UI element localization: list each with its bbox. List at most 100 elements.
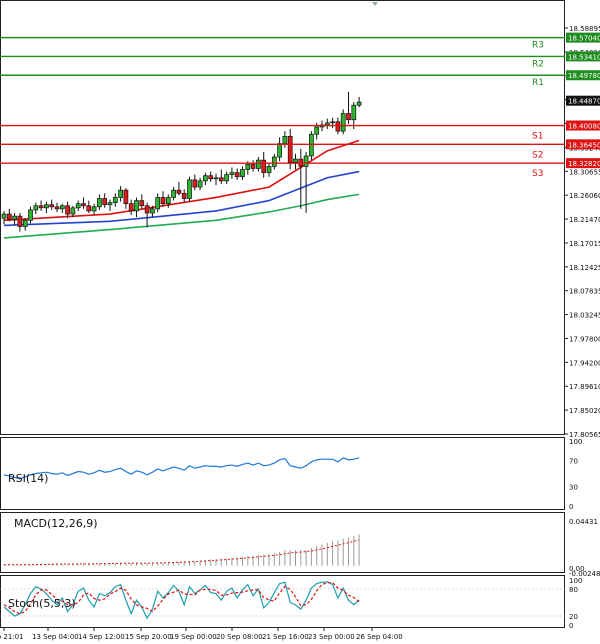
- level-price-tag: [566, 51, 600, 62]
- candle-body: [261, 159, 267, 173]
- time-tick-label: 26 Sep 04:00: [356, 633, 403, 641]
- candle-body: [123, 189, 129, 205]
- candle-body: [59, 205, 65, 210]
- moving-averages: [3, 139, 360, 239]
- candle-body: [28, 209, 33, 221]
- candle-body: [330, 121, 335, 124]
- candle-body: [250, 163, 256, 169]
- price-tick-label: 18.03245: [569, 312, 600, 320]
- candle-body: [229, 172, 235, 176]
- level-price-label: 18.32820: [568, 160, 600, 168]
- candle-body: [245, 163, 251, 170]
- rsi-title: RSI(14): [8, 472, 48, 485]
- last-price-marker: 18.44870: [566, 95, 600, 106]
- level-name: R1: [532, 78, 544, 88]
- price-tick-label: 18.26060: [569, 192, 600, 200]
- level-price-tag: [566, 139, 600, 150]
- candle-body: [293, 158, 298, 163]
- candle-body: [128, 203, 134, 212]
- price-tick-label: 17.80565: [569, 431, 600, 439]
- level-price-label: 18.49780: [568, 72, 600, 80]
- rsi-tick-label: 100: [569, 438, 582, 446]
- candle-body: [356, 101, 362, 106]
- candle-body: [91, 206, 97, 212]
- candle-body: [22, 219, 28, 227]
- time-tick-label: 15 Sep 20:00: [125, 633, 172, 641]
- level-name: S1: [532, 132, 543, 142]
- level-price-tag: [566, 158, 600, 169]
- price-tick-label: 17.97800: [569, 335, 600, 343]
- candle-body: [324, 122, 330, 126]
- level-name: S2: [532, 150, 543, 160]
- macd-tick-label: 0.00: [569, 565, 585, 573]
- level-price-tag: [566, 32, 600, 43]
- candle-body: [33, 205, 39, 211]
- candle-body: [282, 135, 288, 144]
- candle-body: [160, 197, 166, 205]
- price-tick-label: 18.30655: [569, 168, 600, 176]
- candle-body: [1, 213, 7, 219]
- macd-panel-frame: [0, 512, 565, 573]
- candle-body: [176, 189, 182, 194]
- macd-signal-line: [3, 539, 360, 566]
- candle-body: [102, 198, 108, 206]
- candle-body: [17, 215, 23, 227]
- price-tick-label: 18.12425: [569, 264, 600, 272]
- last-price-tag: [566, 95, 600, 106]
- candles: [1, 91, 362, 232]
- time-tick-label: 19 Sep 00:00: [170, 633, 217, 641]
- candle-body: [197, 180, 203, 188]
- price-tick-label: 17.89610: [569, 383, 600, 391]
- candle-body: [181, 192, 187, 199]
- stoch-tick-label: 100: [569, 577, 582, 585]
- moving-average-line: [3, 139, 360, 222]
- stoch-title: Stoch(5,5,3): [8, 597, 76, 610]
- candle-body: [38, 205, 44, 209]
- candle-body: [213, 177, 219, 180]
- price-tick-label: 17.94200: [569, 359, 600, 367]
- time-tick-label: Sep 21:01: [0, 633, 24, 641]
- candle-body: [6, 213, 12, 220]
- time-tick-label: 23 Sep 00:00: [308, 633, 355, 641]
- candle-body: [75, 203, 81, 209]
- candle-body: [86, 205, 92, 212]
- candle-body: [340, 113, 346, 132]
- candle-body: [81, 203, 86, 207]
- candle-body: [134, 200, 139, 212]
- stoch-k-line: [3, 581, 360, 620]
- price-tick-label: 18.58895: [569, 25, 600, 33]
- candle-body: [203, 175, 208, 182]
- candle-body: [118, 189, 123, 198]
- candle-body: [266, 166, 272, 173]
- candle-body: [139, 200, 145, 207]
- time-tick-label: 21 Sep 16:00: [262, 633, 309, 641]
- candle-body: [155, 197, 161, 210]
- level-price-label: 18.57040: [568, 35, 600, 43]
- stoch-panel-frame: [0, 575, 565, 628]
- time-tick-label: 13 Sep 04:00: [32, 633, 79, 641]
- candle-body: [303, 155, 309, 167]
- macd-tick-label: 0.04431: [569, 518, 598, 526]
- rsi-tick-label: 0: [569, 503, 573, 511]
- candle-body: [218, 177, 224, 182]
- candle-body: [107, 202, 113, 206]
- candle-body: [234, 172, 240, 178]
- price-tick-label: 18.17015: [569, 240, 600, 248]
- candle-body: [287, 135, 293, 163]
- candle-body: [314, 126, 320, 135]
- main-panel-frame: [0, 0, 565, 435]
- price-tick-label: 18.21470: [569, 216, 600, 224]
- level-price-label: 18.40080: [568, 123, 600, 131]
- candle-body: [208, 175, 214, 180]
- candle-body: [224, 174, 229, 182]
- rsi-tick-label: 70: [569, 458, 578, 466]
- stoch-d-line: [3, 582, 360, 615]
- candle-body: [271, 156, 277, 167]
- candle-body: [97, 198, 102, 208]
- stoch-tick-label: 0: [569, 622, 573, 630]
- candle-body: [309, 133, 314, 157]
- candle-body: [171, 189, 176, 198]
